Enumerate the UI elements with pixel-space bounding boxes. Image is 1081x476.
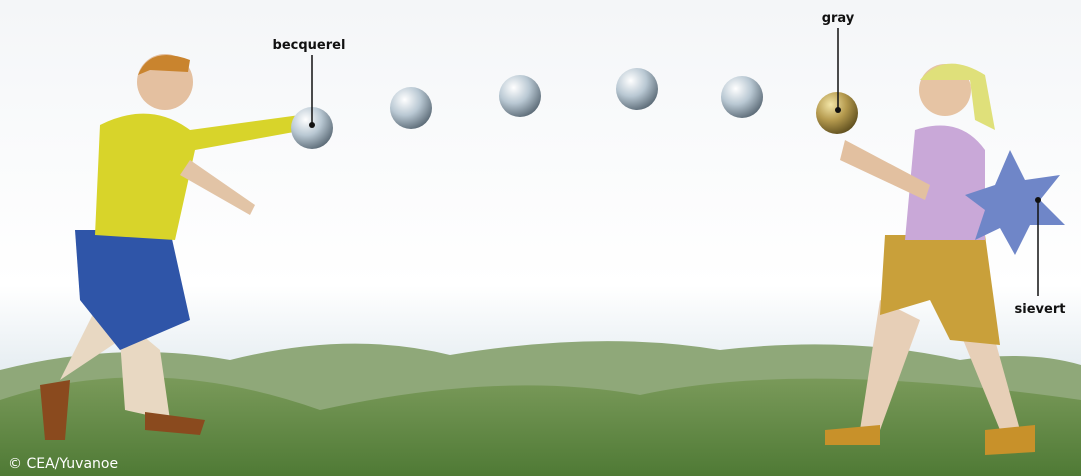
ball bbox=[721, 76, 763, 118]
ball bbox=[390, 87, 432, 129]
leader-dot bbox=[835, 107, 841, 113]
leader-dot bbox=[1035, 197, 1041, 203]
label: gray bbox=[822, 11, 855, 26]
ball bbox=[499, 75, 541, 117]
leader-dot bbox=[309, 122, 315, 128]
girl bbox=[825, 63, 1035, 455]
credit: © CEA/Yuvanoe bbox=[8, 456, 118, 472]
label: sievert bbox=[1015, 302, 1066, 317]
ball bbox=[616, 68, 658, 110]
gray-ball bbox=[816, 92, 858, 134]
label: becquerel bbox=[273, 38, 346, 53]
near-hills bbox=[0, 377, 1081, 476]
boy bbox=[40, 54, 305, 440]
sievert-star bbox=[965, 150, 1065, 255]
